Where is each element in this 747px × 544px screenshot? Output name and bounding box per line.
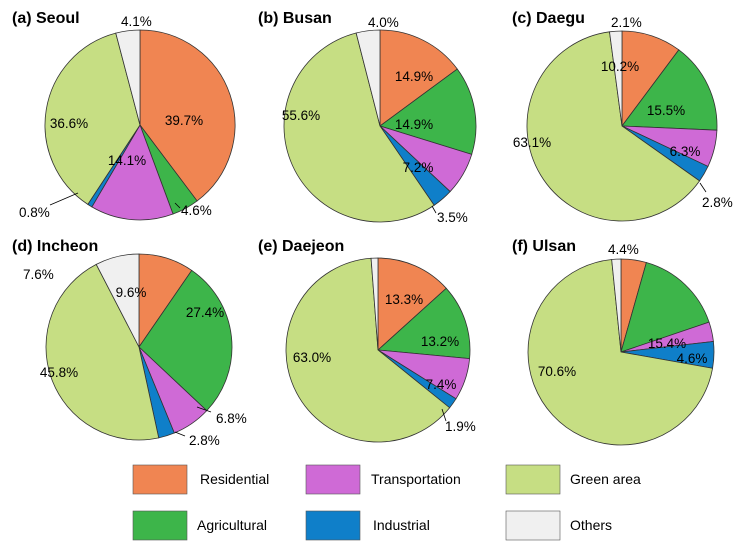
pie-label-agricultural: 14.9% [395,117,433,132]
legend-label: Green area [570,471,641,487]
pie-label-transportation: 6.3% [670,144,701,159]
pie-label-others: 2.1% [611,15,642,30]
legend-item-green-area: Green area [505,464,641,495]
legend-swatch [505,464,561,495]
legend-swatch [305,464,361,495]
pie-title: (b) Busan [258,10,332,27]
pie-label-transportation: 7.2% [403,160,434,175]
legend: Residential Transportation Green area Agric… [132,464,641,541]
pie-panel-5: (e) Daejeon 13.3% 13.2% 7.4% 1.9% 63.0% [258,238,476,443]
pie-label-residential: 4.4% [608,242,639,257]
pie-slice-transportation [91,124,174,221]
pie-label-industrial: 1.9% [445,419,476,434]
pie-panel-4: (d) Incheon 9.6% 27.4% 6.8% 2.8% 45.8% 7.6% [12,238,247,448]
pie-slice-agricultural [620,262,710,353]
pie-slice-green-area [283,32,435,223]
pie-title: (a) Seoul [12,10,80,27]
legend-item-industrial: Industrial [305,510,430,541]
pie-title: (e) Daejeon [258,238,344,255]
pie-label-transportation: 14.1% [108,153,146,168]
pie-label-others: 4.1% [121,14,152,29]
legend-item-residential: Residential [132,464,269,495]
pie-label-agricultural: 15.5% [647,103,685,118]
pie-slice-agricultural [377,287,471,360]
pie-label-residential: 10.2% [601,59,639,74]
pie-label-residential: 14.9% [395,69,433,84]
pie-label-transportation: 6.8% [216,411,247,426]
leader-line [174,202,181,209]
pie-label-industrial: 2.8% [702,195,733,210]
pie-panel-2: (b) Busan 14.9% 14.9% 7.2% 3.5% 55.6% 4.0% [258,10,477,225]
pie-label-industrial: 4.6% [677,351,708,366]
pie-label-agricultural: 15.4% [648,336,686,351]
pie-slice-green-area [44,32,141,205]
pie-label-residential: 9.6% [116,285,147,300]
pie-label-green-area: 45.8% [40,365,78,380]
legend-swatch [132,464,188,495]
legend-item-agricultural: Agricultural [132,510,267,541]
leader-line [431,205,437,214]
pie-title: (f) Ulsan [512,238,576,255]
pie-slice-residential [379,29,458,127]
pie-slice-agricultural [621,49,718,131]
pie-label-green-area: 36.6% [50,116,88,131]
pie-slice-others [355,29,381,127]
leader-line [196,406,212,413]
legend-label: Agricultural [197,517,267,533]
pie-title: (c) Daegu [512,10,585,27]
pie-label-industrial: 3.5% [437,210,468,225]
pie-panel-1: (a) Seoul 39.7% 4.6% 14.1% 0.8% 36.6% 4.1% [12,10,236,221]
leader-line [699,182,707,193]
legend-item-transportation: Transportation [305,464,461,495]
pie-label-agricultural: 4.6% [181,203,212,218]
leader-line [441,408,447,422]
leader-line [49,192,79,206]
legend-label: Industrial [373,517,430,533]
pie-panel-6: (f) Ulsan 4.4% 15.4%4.6% 70.6% [512,238,715,446]
pie-slice-green-area [45,263,160,441]
pie-slice-green-area [527,259,714,446]
pie-label-others: 7.6% [23,267,54,282]
pie-panel-3: (c) Daegu 10.2% 15.5% 6.3% 2.8% 63.1% 2.1% [512,10,733,222]
pie-label-agricultural: 27.4% [186,305,224,320]
pie-slice-residential [377,257,447,351]
pie-label-green-area: 63.0% [293,350,331,365]
legend-label: Residential [200,471,269,487]
pie-label-industrial: 2.8% [189,433,220,448]
legend-label: Others [570,517,612,533]
legend-label: Transportation [371,471,461,487]
pie-slice-agricultural [138,269,233,412]
leader-line [174,431,186,437]
pie-title: (d) Incheon [12,238,98,255]
pie-label-green-area: 55.6% [282,108,320,123]
pie-label-residential: 39.7% [165,113,203,128]
pie-slice-others [609,30,623,127]
pie-slice-green-area [526,31,701,222]
pie-slice-others [611,258,622,353]
pie-label-transportation: 7.4% [426,377,457,392]
legend-swatch [132,510,188,541]
pie-slice-others [370,257,379,351]
pie-slice-residential [139,29,236,202]
pie-slice-green-area [285,257,451,443]
pie-label-residential: 13.3% [385,292,423,307]
pie-label-green-area: 70.6% [538,364,576,379]
pie-label-green-area: 63.1% [513,135,551,150]
pie-label-agricultural: 13.2% [421,334,459,349]
legend-swatch [305,510,361,541]
legend-swatch [505,510,561,541]
pie-label-industrial: 0.8% [19,205,50,220]
pie-slice-others [95,253,140,348]
pie-slice-others [115,29,141,126]
legend-item-others: Others [505,510,612,541]
pie-label-others: 4.0% [368,15,399,30]
